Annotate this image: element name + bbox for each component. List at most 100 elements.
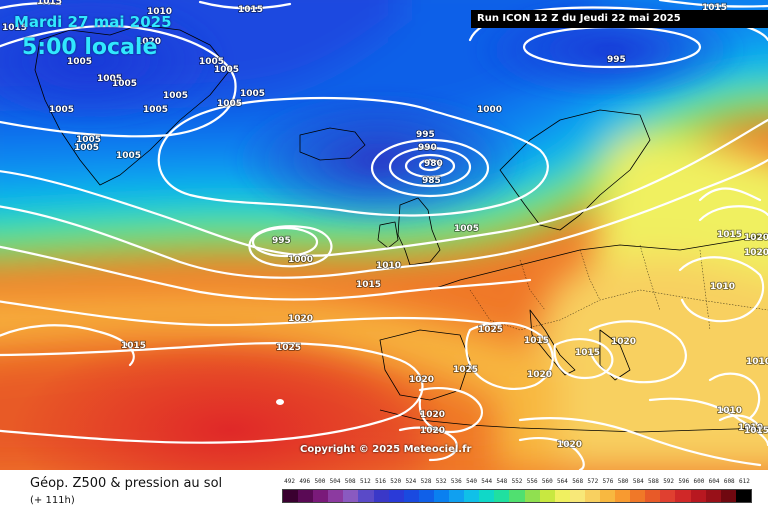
legend-swatch (524, 490, 540, 502)
legend-label: 592 (663, 478, 675, 485)
legend-label: 564 (557, 478, 568, 485)
legend-swatch (690, 490, 706, 502)
legend-label: 596 (678, 478, 690, 485)
isobar-label: 1015 (121, 341, 146, 351)
legend-swatch (449, 490, 465, 502)
isobar-label: 1015 (2, 23, 27, 33)
isobar-label: 1005 (112, 79, 137, 89)
isobar-label: 1020 (420, 426, 445, 436)
legend-label: 568 (572, 478, 584, 485)
geopotential-map: 1015 1015 1015 1010 1005 1005 1005 1005 … (0, 0, 768, 470)
legend-swatch (554, 490, 570, 502)
legend-label: 560 (541, 478, 553, 485)
isobar-label: 1025 (478, 325, 503, 335)
legend-label: 604 (708, 478, 720, 485)
legend-labels: 492 496 500 504 508 512 516 520 524 528 532 536 540 5… (282, 478, 752, 488)
legend-swatch (720, 490, 736, 502)
isobar-label: 1015 (356, 280, 381, 290)
isobar-label: 1010 (738, 423, 763, 433)
legend-swatch (464, 490, 480, 502)
isobar-label: 1005 (49, 105, 74, 115)
isobar-label: 1020 (744, 233, 768, 243)
isobar-label: 1010 (746, 357, 768, 367)
legend-swatch (433, 490, 450, 502)
legend-swatch (584, 490, 600, 502)
isobar-label: 1015 (575, 348, 600, 358)
legend-label: 500 (314, 478, 326, 485)
isobar-label: 1005 (199, 57, 224, 67)
isobar-label: 1010 (717, 406, 742, 416)
legend-swatch (675, 490, 691, 502)
legend-label: 504 (329, 478, 341, 485)
legend-label: 496 (299, 478, 311, 485)
isobar-label: 1020 (744, 248, 768, 258)
island-marker (276, 399, 284, 405)
isobar-label: 1005 (67, 57, 92, 67)
legend-swatch (373, 490, 389, 502)
isobar-label: 985 (422, 176, 441, 186)
legend-label: 516 (375, 478, 386, 485)
legend-label: 552 (511, 478, 523, 485)
isobar-label: 1000 (477, 105, 502, 115)
legend-swatch (569, 490, 585, 502)
isobar-label: 1025 (453, 365, 478, 375)
legend-label: 600 (693, 478, 705, 485)
legend-label: 528 (420, 478, 432, 485)
legend-swatch (615, 490, 631, 502)
borders (469, 244, 768, 331)
legend-swatch (283, 490, 299, 502)
legend-label: 520 (390, 478, 402, 485)
legend-label: 536 (450, 478, 462, 485)
isobar-label: 1015 (717, 230, 742, 240)
legend-label: 608 (723, 478, 735, 485)
isobar-label: 1025 (276, 343, 301, 353)
legend-swatch (735, 490, 751, 502)
isobar-label: 1000 (288, 255, 313, 265)
lead-time: (+ 111h) (30, 495, 75, 506)
isobar-label: 1020 (527, 370, 552, 380)
copyright-notice: Copyright © 2025 Meteociel.fr (300, 444, 472, 455)
legend-label: 584 (632, 478, 644, 485)
legend-label: 508 (344, 478, 356, 485)
legend-label: 588 (648, 478, 659, 485)
isobar-label: 1010 (147, 7, 172, 17)
isobar-label: 1005 (143, 105, 168, 115)
legend-swatch (705, 490, 721, 502)
isobar-label: 1005 (74, 143, 99, 153)
isobar-label: 1005 (76, 135, 101, 145)
isobar-label: 1015 (524, 336, 549, 346)
legend-swatch (328, 490, 344, 502)
legend-label: 524 (405, 478, 417, 485)
legend-label: 492 (284, 478, 295, 485)
isobar-labels: 1015 1015 1015 1010 1005 1005 1005 1005 … (1, 0, 768, 451)
legend-label: 576 (602, 478, 614, 485)
map-title: Géop. Z500 & pression au sol (30, 476, 223, 491)
legend-swatch (539, 490, 555, 502)
legend-swatch (358, 490, 374, 502)
run-info-banner: Run ICON 12 Z du Jeudi 22 mai 2025 (471, 10, 768, 28)
isobar-label: 1015 (238, 5, 263, 15)
legend-label: 544 (481, 478, 493, 485)
legend-label: 540 (466, 478, 477, 485)
isobar-label: 1020 (420, 410, 445, 420)
isobar-label: 1010 (376, 261, 401, 271)
isobar-label: 995 (607, 55, 626, 65)
isobar-label: 1005 (116, 151, 141, 161)
legend-bar (282, 489, 752, 503)
forecast-date: Mardi 27 mai 2025 (14, 13, 172, 31)
isobar-label: 1020 (611, 337, 636, 347)
legend-swatch (388, 490, 404, 502)
legend-swatch (479, 490, 495, 502)
legend-label: 612 (738, 478, 750, 485)
isobar-label: 1020 (557, 440, 582, 450)
isobar-label: 1020 (288, 314, 313, 324)
legend-swatch (509, 490, 525, 502)
map-footer: Géop. Z500 & pression au sol (+ 111h) 49… (0, 470, 768, 512)
isobar-label: 1010 (710, 282, 735, 292)
legend-swatch (343, 490, 359, 502)
isobars (0, 0, 768, 470)
isobar-label: 1005 (163, 91, 188, 101)
legend-label: 532 (435, 478, 447, 485)
legend-label: 572 (587, 478, 599, 485)
